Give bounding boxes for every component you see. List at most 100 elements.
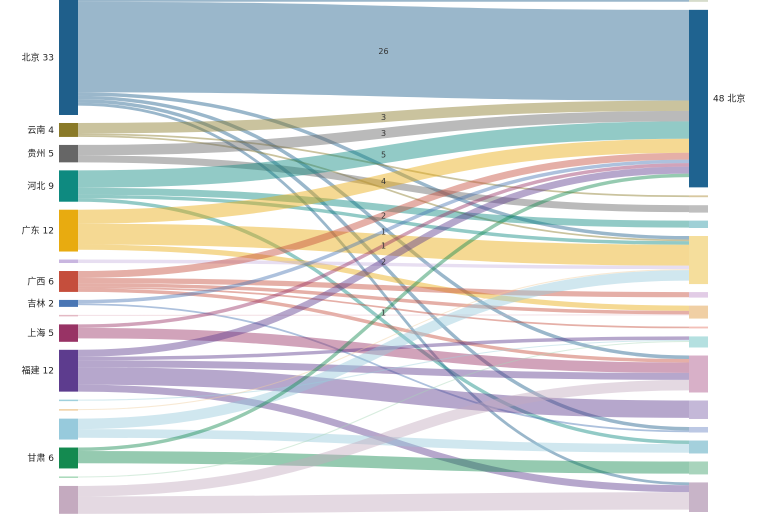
sankey-links <box>77 0 690 514</box>
source-node <box>59 259 78 264</box>
sankey-link <box>77 110 690 156</box>
source-node <box>59 271 78 292</box>
sankey-target-nodes: 48 北京 <box>689 0 745 512</box>
flow-value-label: 26 <box>378 47 388 56</box>
source-node <box>59 409 78 411</box>
target-node <box>689 9 708 188</box>
sankey-link <box>77 95 690 359</box>
sankey-link <box>77 379 690 497</box>
sankey-link <box>77 270 690 430</box>
target-node <box>689 220 708 228</box>
target-node <box>689 426 708 433</box>
sankey-link <box>77 159 690 304</box>
source-node <box>59 399 78 402</box>
sankey-link <box>77 138 690 224</box>
sankey-link <box>77 102 690 486</box>
target-node <box>689 461 708 475</box>
source-node <box>59 144 78 163</box>
flow-value-label: 2 <box>381 258 386 267</box>
target-node <box>689 440 708 454</box>
sankey-link <box>77 314 690 316</box>
flow-value-label: 4 <box>381 177 386 186</box>
flow-value-label: 1 <box>381 308 386 317</box>
target-node <box>689 326 708 329</box>
target-node-label: 48 北京 <box>713 93 745 105</box>
source-node-label: 吉林 2 <box>27 297 54 309</box>
sankey-link <box>77 269 690 411</box>
sankey-link <box>77 152 690 278</box>
source-node-label: 河北 9 <box>27 180 54 192</box>
sankey-link <box>77 121 690 188</box>
source-node <box>59 324 78 342</box>
flow-value-label: 3 <box>381 129 386 138</box>
sankey-link <box>77 360 690 380</box>
source-node <box>59 485 78 514</box>
sankey-link <box>77 277 690 298</box>
sankey-link <box>77 288 690 363</box>
source-node <box>59 418 78 440</box>
flow-value-label: 5 <box>381 151 386 160</box>
sankey-link <box>77 173 690 452</box>
target-node <box>689 0 708 2</box>
source-node <box>59 0 78 115</box>
source-node-label: 甘肃 6 <box>27 452 54 464</box>
target-node <box>689 355 708 393</box>
flow-value-label: 1 <box>381 242 386 251</box>
source-node-label: 北京 33 <box>22 51 54 63</box>
source-node <box>59 314 78 317</box>
sankey-source-nodes: 北京 33 云南 4 贵州 5 河北 9 广东 12 广西 6 吉林 2 上海 5 福建 12 甘… <box>22 0 78 514</box>
target-node <box>689 400 708 419</box>
sankey-link <box>77 244 690 311</box>
source-node <box>59 209 78 252</box>
sankey-link <box>77 194 690 245</box>
sankey-link <box>77 1 690 101</box>
sankey-flow-labels: 26 3 3 5 4 2 1 1 2 1 <box>378 47 388 317</box>
sankey-link <box>77 100 690 134</box>
sankey-link <box>77 133 690 198</box>
target-node <box>689 236 708 285</box>
source-node-label: 贵州 5 <box>27 148 54 160</box>
sankey-link <box>77 384 690 493</box>
source-node-label: 上海 5 <box>27 327 54 339</box>
sankey-link <box>77 198 690 445</box>
target-node <box>689 205 708 213</box>
sankey-link <box>77 336 690 361</box>
target-node <box>689 336 708 348</box>
sankey-link <box>77 163 690 328</box>
sankey-link <box>77 286 690 329</box>
source-node <box>59 170 78 202</box>
source-node-label: 福建 12 <box>22 365 54 377</box>
sankey-link <box>77 187 690 228</box>
sankey-link <box>77 223 690 266</box>
source-node <box>59 299 78 307</box>
flow-value-label: 1 <box>381 228 386 237</box>
target-node <box>689 292 708 298</box>
sankey-link <box>77 327 690 373</box>
target-node <box>689 195 708 198</box>
sankey-link <box>77 303 690 433</box>
sankey-link <box>77 429 690 453</box>
flow-value-label: 2 <box>381 211 386 220</box>
target-node <box>689 482 708 512</box>
sankey-link <box>77 166 690 357</box>
source-node-label: 广东 12 <box>22 225 54 237</box>
sankey-link <box>77 155 690 213</box>
sankey-link <box>77 367 690 418</box>
sankey-link <box>77 92 690 240</box>
target-node <box>689 305 708 319</box>
source-node <box>59 447 78 469</box>
source-node-label: 广西 6 <box>27 275 54 287</box>
source-node <box>59 476 78 478</box>
sankey-link <box>77 339 690 401</box>
source-node <box>59 122 78 137</box>
sankey-link <box>77 451 690 474</box>
sankey-link <box>77 492 690 514</box>
sankey-link <box>77 283 690 315</box>
flow-value-label: 3 <box>381 113 386 122</box>
sankey-link <box>77 340 690 478</box>
sankey-link <box>77 99 690 431</box>
source-node <box>59 349 78 392</box>
sankey-link <box>77 135 690 242</box>
sankey-link <box>77 259 690 270</box>
